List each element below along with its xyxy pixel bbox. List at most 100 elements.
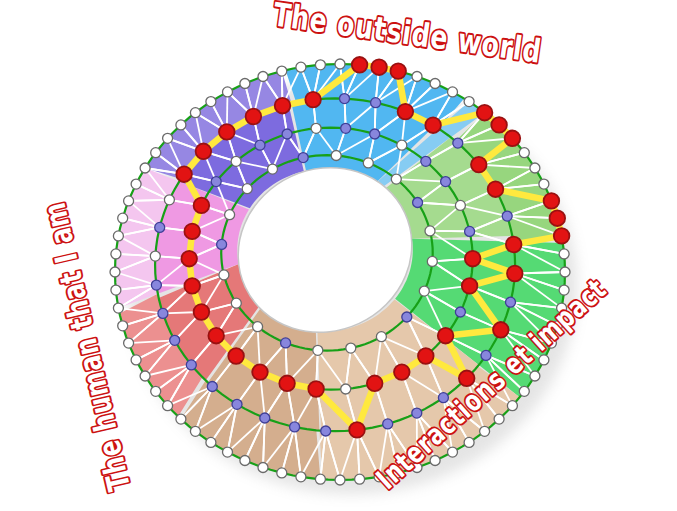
graph-node [206,97,216,107]
graph-node-red [194,198,210,214]
graph-node [465,226,475,236]
graph-node [397,140,407,150]
graph-node [402,312,412,322]
graph-node-red [418,348,434,364]
graph-node-red [394,364,410,380]
graph-node [281,338,291,348]
graph-node [412,72,422,82]
graph-node [502,211,512,221]
graph-node [140,371,150,381]
graph-node [211,177,221,187]
graph-node [124,196,134,206]
graph-node [296,62,306,72]
graph-node [455,200,465,210]
graph-node [207,382,217,392]
graph-node-red [465,251,481,267]
graph-node-red [371,59,387,75]
graph-node [190,426,200,436]
donut-diagram: The outside worldThe human that I amInte… [0,0,677,511]
graph-node [412,408,422,418]
graph-node [340,94,350,104]
graph-node-red [279,376,295,392]
graph-node [258,463,268,473]
graph-node-red [462,278,478,294]
graph-node-red [438,328,454,344]
graph-node [464,97,474,107]
graph-node-red [184,278,200,294]
graph-node [225,210,235,220]
graph-node-red [208,328,224,344]
graph-node [176,414,186,424]
graph-node [151,386,161,396]
graph-node [298,153,308,163]
graph-node [346,343,356,353]
graph-node [370,129,380,139]
graph-node [430,79,440,89]
graph-node [391,174,401,184]
graph-node-red [477,105,493,121]
graph-node [315,60,325,70]
graph-node [223,87,233,97]
graph-node [186,360,196,370]
graph-node [158,308,168,318]
graph-node-red [493,322,509,338]
graph-node [560,267,570,277]
graph-node [113,303,123,313]
graph-node [530,163,540,173]
graph-node [170,335,180,345]
graph-node [311,123,321,133]
graph-node [155,222,165,232]
graph-node [131,179,141,189]
graph-node-red [471,157,487,173]
graph-node [277,66,287,76]
graph-node [151,148,161,158]
graph-node [448,447,458,457]
graph-node [313,345,323,355]
graph-node-red [228,348,244,364]
graph-node [217,239,227,249]
graph-node [260,413,270,423]
graph-node [376,332,386,342]
graph-node [296,472,306,482]
graph-node [383,419,393,429]
graph-node-red [554,228,570,244]
graph-node [506,297,516,307]
label-outside-world: The outside world [271,0,544,71]
graph-node-red [196,144,212,160]
graph-node [539,179,549,189]
graph-node [111,285,121,295]
label-outside-world-group: The outside world [271,0,544,71]
graph-node [219,270,229,280]
graph-node [231,298,241,308]
graph-node [448,87,458,97]
graph-node [151,280,161,290]
graph-node [290,422,300,432]
graph-node [480,426,490,436]
graph-node-red [506,237,522,253]
graph-node [494,414,504,424]
graph-node [268,164,278,174]
graph-node [335,59,345,69]
graph-node [163,401,173,411]
graph-node-red [176,166,192,182]
graph-node [277,468,287,478]
graph-node [341,384,351,394]
graph-node [124,338,134,348]
graph-node-red [308,381,324,397]
graph-node [242,184,252,194]
graph-node [481,350,491,360]
graph-node-red [305,92,321,108]
graph-node [255,140,265,150]
graph-node [223,447,233,457]
graph-node-red [181,251,197,267]
graph-node [519,148,529,158]
graph-node-red [550,210,566,226]
graph-node [258,72,268,82]
graph-node [231,156,241,166]
graph-node [419,286,429,296]
graph-node-red [219,124,235,140]
graph-node [150,251,160,261]
graph-node [253,322,263,332]
graph-node-red [352,57,368,73]
graph-node [371,98,381,108]
